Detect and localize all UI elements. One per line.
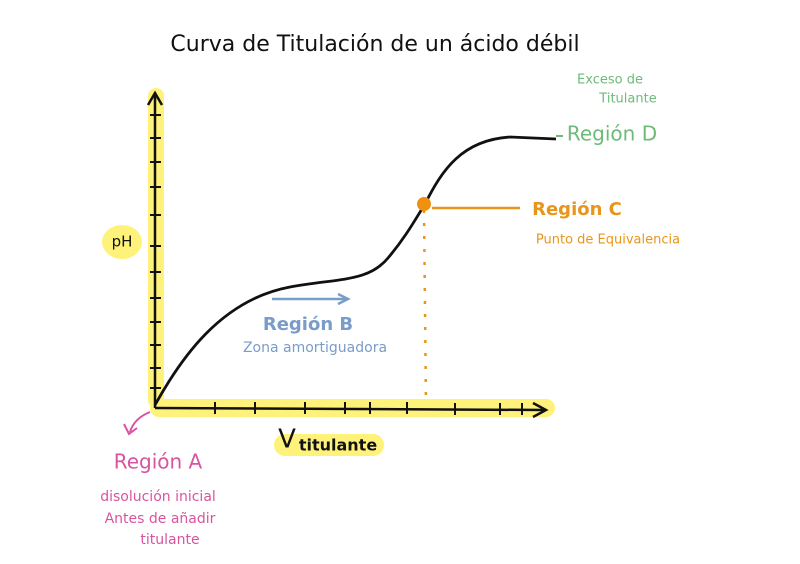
region-a-arrowhead xyxy=(123,423,138,436)
ph-highlight xyxy=(102,225,142,259)
region-label: Región B xyxy=(263,314,353,335)
region-note: Punto de Equivalencia xyxy=(536,233,680,248)
region-b-arrowhead xyxy=(337,292,351,306)
titulante-highlight xyxy=(274,434,384,456)
region-note: Titulante xyxy=(598,92,656,107)
x-label-v: V xyxy=(278,425,296,455)
titration-curve xyxy=(153,135,557,406)
y-ticks xyxy=(150,114,161,389)
x-arrow xyxy=(532,401,549,419)
region-note: Antes de añadir xyxy=(105,511,216,527)
x-ticks xyxy=(214,402,523,415)
region-label: Región C xyxy=(532,199,622,220)
y-label: pH xyxy=(112,233,133,251)
x-axis xyxy=(154,406,546,412)
region-note: titulante xyxy=(140,532,199,548)
region-a-arrow xyxy=(129,411,151,433)
region-note: Zona amortiguadora xyxy=(243,340,387,356)
region-note: Exceso de xyxy=(577,73,643,88)
region-label: Región D xyxy=(567,122,657,146)
y-arrow xyxy=(146,90,164,106)
equivalence-point xyxy=(417,197,431,211)
x-label: titulante xyxy=(299,436,377,455)
title: Curva de Titulación de un ácido débil xyxy=(170,32,579,57)
region-label: Región A xyxy=(114,450,203,474)
region-note: disolución inicial xyxy=(100,489,216,505)
